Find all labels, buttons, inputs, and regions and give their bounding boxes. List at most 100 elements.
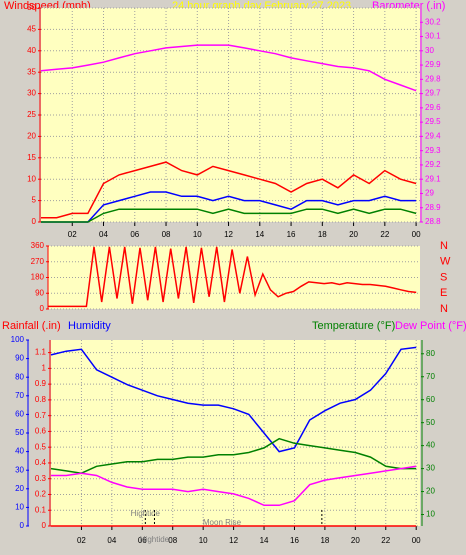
- y-tick-label: 100: [11, 335, 25, 344]
- dewpoint-label: Dew Point (°F): [395, 320, 466, 332]
- series-line: [51, 465, 417, 507]
- rain-label: Rainfall (.in): [2, 320, 61, 332]
- event-label: Hightide: [140, 535, 170, 544]
- y-tick-label: 1: [42, 363, 47, 372]
- y-tick-label: 29.4: [425, 132, 441, 141]
- y-tick-label: 0: [20, 521, 25, 530]
- wind-label: Windspeed (mph): [4, 0, 91, 12]
- series-line: [41, 161, 417, 219]
- x-tick-label: 08: [168, 536, 177, 545]
- y-tick-label: 270: [31, 257, 45, 266]
- x-tick-label: 06: [138, 536, 147, 545]
- x-tick-label: 06: [130, 230, 139, 239]
- y-tick-label: 30.1: [425, 32, 441, 41]
- y-tick-label: 70: [15, 391, 24, 400]
- x-tick-label: 12: [224, 230, 233, 239]
- barometer-label: Barometer (.in): [372, 0, 445, 12]
- y-tick-label: 15: [27, 153, 36, 162]
- series-line: [41, 208, 417, 223]
- y-tick-label: 30: [27, 89, 36, 98]
- y-tick-label: 29.1: [425, 174, 441, 183]
- y-tick-label: 10: [426, 510, 435, 519]
- y-tick-label: 90: [35, 288, 44, 297]
- plot-area: [51, 340, 420, 526]
- y-tick-label: 60: [426, 395, 435, 404]
- y-tick-label: 0.7: [35, 411, 47, 420]
- y-tick-label: 29.5: [425, 117, 441, 126]
- y-tick-label: 30: [15, 465, 24, 474]
- y-tick-label: 70: [426, 372, 435, 381]
- y-tick-label: 40: [15, 447, 24, 456]
- event-label: Hightide: [131, 509, 161, 518]
- y-tick-label: 28.8: [425, 217, 441, 226]
- compass-label: S: [440, 271, 447, 283]
- y-tick-label: 0: [42, 521, 47, 530]
- compass-label: E: [440, 287, 447, 299]
- y-tick-label: 80: [426, 349, 435, 358]
- y-tick-label: 0: [32, 217, 37, 226]
- x-tick-label: 12: [229, 536, 238, 545]
- y-tick-label: 5: [32, 196, 37, 205]
- y-tick-label: 20: [15, 484, 24, 493]
- y-tick-label: 40: [27, 46, 36, 55]
- temperature-label: Temperature (°F): [312, 320, 395, 332]
- x-tick-label: 00: [412, 536, 421, 545]
- y-tick-label: 30: [426, 464, 435, 473]
- series-line: [50, 437, 417, 474]
- y-tick-label: 60: [15, 410, 24, 419]
- compass-label: N: [440, 303, 448, 315]
- x-tick-label: 16: [290, 536, 299, 545]
- y-tick-label: 20: [426, 487, 435, 496]
- x-tick-label: 08: [162, 230, 171, 239]
- y-tick-label: 90: [15, 354, 24, 363]
- y-tick-label: 0: [40, 304, 45, 313]
- x-tick-label: 02: [77, 536, 86, 545]
- y-tick-label: 40: [426, 441, 435, 450]
- y-tick-label: 25: [27, 110, 36, 119]
- series-line: [40, 44, 417, 92]
- y-tick-label: 29.8: [425, 74, 441, 83]
- series-line: [48, 246, 417, 308]
- humidity-label: Humidity: [68, 320, 111, 332]
- x-tick-label: 22: [380, 230, 389, 239]
- x-tick-label: 04: [107, 536, 116, 545]
- y-tick-label: 45: [27, 25, 36, 34]
- y-tick-label: 0.1: [35, 505, 47, 514]
- compass-label: N: [440, 240, 448, 252]
- x-tick-label: 16: [287, 230, 296, 239]
- compass-label: W: [440, 256, 451, 268]
- y-tick-label: 50: [15, 428, 24, 437]
- x-tick-label: 04: [99, 230, 108, 239]
- y-tick-label: 28.9: [425, 203, 441, 212]
- y-tick-label: 20: [27, 132, 36, 141]
- x-tick-label: 20: [351, 536, 360, 545]
- x-tick-label: 10: [193, 230, 202, 239]
- series-line: [41, 191, 417, 223]
- y-tick-label: 29.3: [425, 146, 441, 155]
- y-tick-label: 0.3: [35, 474, 47, 483]
- series-line: [50, 346, 417, 453]
- y-tick-label: 0.8: [35, 395, 47, 404]
- x-tick-label: 18: [320, 536, 329, 545]
- y-tick-label: 10: [15, 503, 24, 512]
- y-tick-label: 0.4: [35, 458, 47, 467]
- y-tick-label: 0.9: [35, 379, 47, 388]
- y-tick-label: 50: [426, 418, 435, 427]
- y-tick-label: 180: [31, 273, 45, 282]
- event-label: Moon Rise: [203, 518, 242, 527]
- y-tick-label: 30.2: [425, 17, 441, 26]
- chart-title: 24 hour graph day February 27 2023: [172, 0, 351, 12]
- y-tick-label: 1.1: [35, 348, 47, 357]
- y-tick-label: 30: [425, 46, 434, 55]
- y-tick-label: 29.6: [425, 103, 441, 112]
- y-tick-label: 29.2: [425, 160, 441, 169]
- y-tick-label: 0.2: [35, 490, 47, 499]
- x-tick-label: 02: [68, 230, 77, 239]
- x-tick-label: 22: [381, 536, 390, 545]
- y-tick-label: 360: [31, 241, 45, 250]
- x-tick-label: 00: [412, 230, 421, 239]
- y-tick-label: 29: [425, 189, 434, 198]
- y-tick-label: 0.6: [35, 427, 47, 436]
- y-tick-label: 29.7: [425, 89, 441, 98]
